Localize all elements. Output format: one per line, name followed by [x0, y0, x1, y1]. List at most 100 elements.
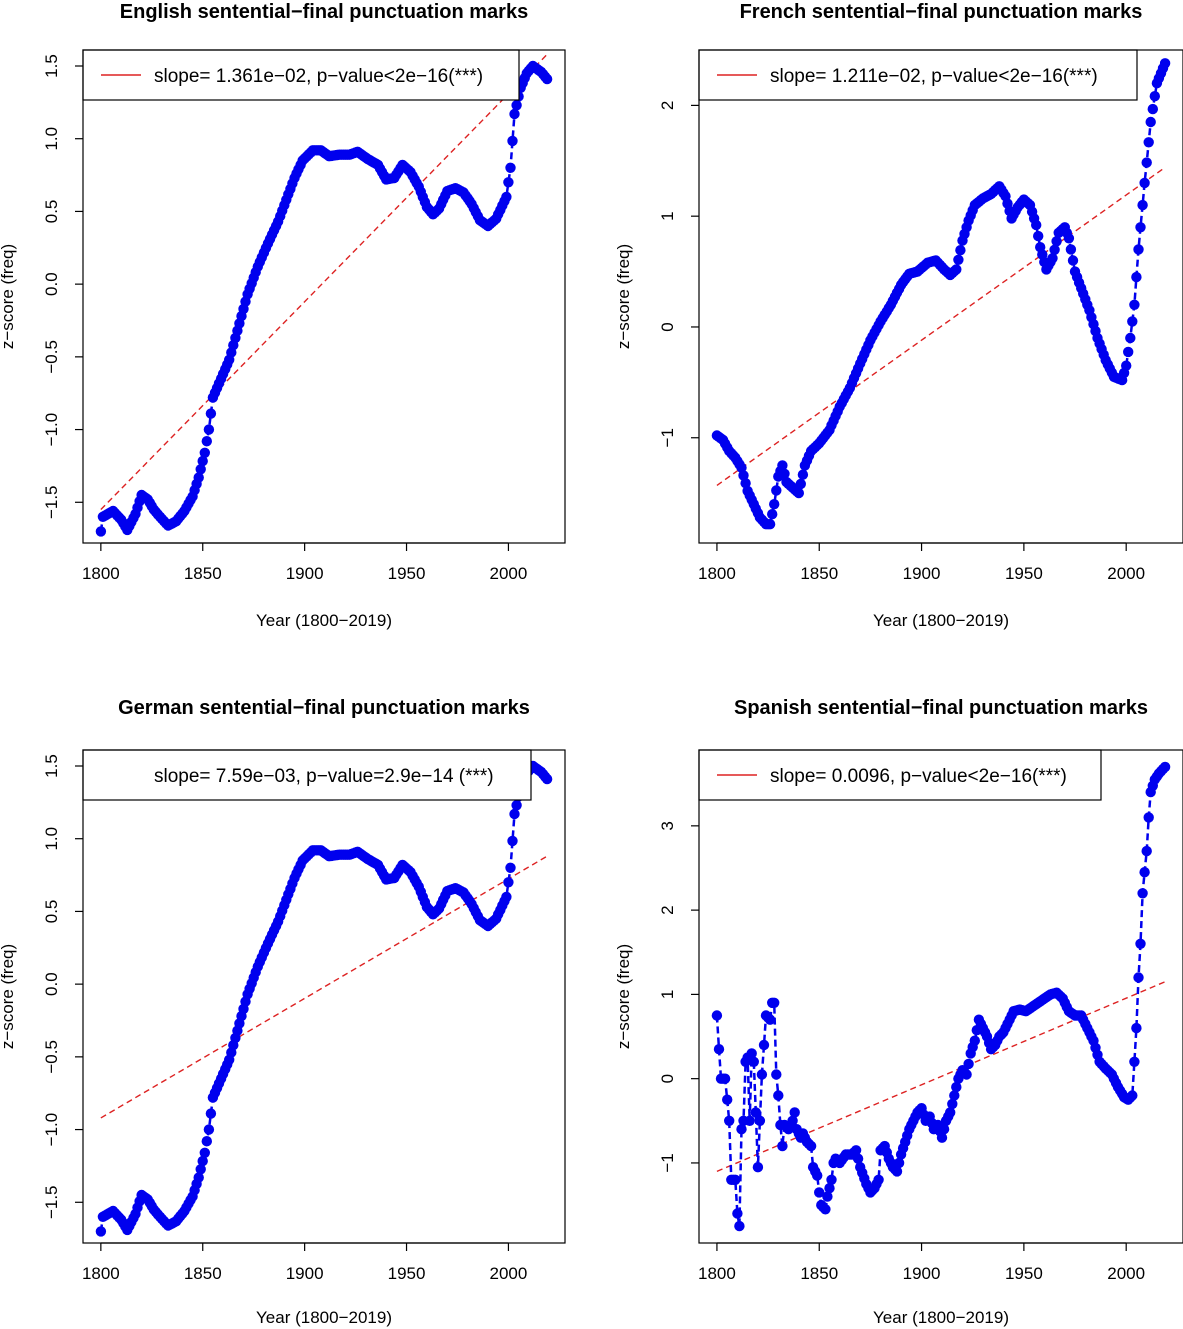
chart-panel-2: French sentential−final punctuation mark…	[614, 1, 1183, 630]
data-point	[951, 1081, 962, 1093]
data-point	[1131, 271, 1142, 283]
series-points	[95, 60, 553, 537]
data-point	[955, 245, 966, 256]
x-axis-label: Year (1800−2019)	[873, 611, 1009, 630]
data-point	[746, 1048, 757, 1059]
data-point	[820, 1204, 831, 1215]
data-point	[1063, 233, 1075, 244]
y-tick-label: 1.5	[42, 754, 61, 778]
x-tick-label: 1950	[1005, 564, 1043, 583]
x-tick-label: 2000	[490, 1264, 528, 1283]
data-point	[1121, 360, 1132, 371]
data-point	[945, 1107, 956, 1118]
data-point	[953, 254, 964, 265]
x-axis-label: Year (1800−2019)	[256, 611, 392, 630]
data-point	[724, 1115, 735, 1127]
legend: slope= 1.211e−02, p−value<2e−16(***)	[698, 49, 1138, 101]
data-point	[963, 1058, 974, 1070]
plot-frame	[82, 749, 566, 1244]
data-point	[826, 1174, 837, 1186]
data-point	[1141, 157, 1152, 168]
x-tick-label: 2000	[1107, 564, 1145, 583]
data-point	[769, 499, 780, 510]
x-tick-label: 2000	[490, 564, 528, 583]
data-point	[193, 1172, 204, 1183]
y-tick-label: 1	[658, 990, 677, 999]
data-point	[1123, 346, 1134, 358]
data-point	[787, 1115, 798, 1127]
y-tick-label: −0.5	[42, 1040, 61, 1074]
data-point	[812, 1170, 823, 1181]
x-tick-label: 1900	[286, 1264, 324, 1283]
data-point	[756, 1069, 768, 1080]
x-tick-label: 1950	[388, 564, 426, 583]
data-point	[805, 1140, 817, 1152]
plot-frame	[82, 49, 566, 544]
y-tick-label: −1.0	[42, 1113, 61, 1147]
data-point	[511, 100, 522, 111]
data-point	[771, 485, 782, 496]
data-point	[1137, 888, 1148, 899]
chart-title: Spanish sentential−final punctuation mar…	[734, 697, 1148, 719]
legend-box	[698, 49, 1138, 101]
data-point	[1051, 236, 1062, 247]
data-point	[1135, 222, 1146, 233]
data-point	[1049, 244, 1060, 255]
y-tick-label: 0.0	[42, 272, 61, 296]
data-point	[711, 1010, 723, 1021]
data-point	[814, 1187, 825, 1198]
y-axis-label: z−score (freq)	[614, 244, 633, 349]
data-point	[505, 162, 516, 173]
data-point	[773, 1090, 784, 1101]
data-point	[722, 1094, 733, 1105]
y-tick-label: −1	[658, 428, 677, 447]
x-tick-label: 1850	[184, 564, 222, 583]
chart-title: English sentential−final punctuation mar…	[120, 1, 528, 23]
legend: slope= 0.0096, p−value<2e−16(***)	[698, 749, 1102, 801]
y-tick-label: 1	[658, 211, 677, 220]
data-point	[205, 408, 217, 419]
data-point	[503, 177, 514, 188]
x-tick-label: 1800	[698, 1264, 736, 1283]
x-tick-label: 1950	[388, 1264, 426, 1283]
data-point	[779, 468, 790, 479]
y-axis: −1.5 −1.0 −0.5 0.0 0.5 1.0 1.5	[42, 754, 83, 1219]
data-point	[769, 997, 780, 1008]
x-tick-label: 1900	[903, 1264, 941, 1283]
data-point	[744, 1115, 755, 1127]
legend-text: slope= 1.211e−02, p−value<2e−16(***)	[770, 66, 1098, 87]
data-point	[961, 1069, 972, 1080]
data-point	[509, 808, 520, 820]
data-point	[1127, 1090, 1138, 1101]
x-tick-label: 2000	[1107, 1264, 1145, 1283]
data-point	[1149, 91, 1161, 102]
y-tick-label: −1	[658, 1153, 677, 1172]
y-tick-label: 0.5	[42, 900, 61, 924]
chart-title: French sentential−final punctuation mark…	[740, 1, 1143, 23]
trend-line	[716, 981, 1166, 1173]
legend: slope= 7.59e−03, p−value=2.9e−14 (***)	[82, 749, 532, 801]
y-tick-label: 0.0	[42, 972, 61, 996]
data-point	[713, 1044, 725, 1055]
y-tick-label: −1.0	[42, 413, 61, 447]
series-line	[716, 62, 1167, 526]
data-point	[1159, 761, 1171, 773]
data-point	[750, 1107, 761, 1118]
data-point	[1033, 230, 1044, 242]
data-point	[1143, 137, 1154, 148]
data-point	[850, 1145, 862, 1156]
data-point	[505, 862, 516, 873]
data-point	[1031, 219, 1042, 231]
data-point	[195, 1164, 206, 1175]
data-point	[1145, 116, 1156, 128]
data-point	[936, 1132, 948, 1143]
data-point	[789, 1107, 800, 1118]
x-tick-label: 1900	[903, 564, 941, 583]
data-point	[197, 455, 208, 467]
series-points	[711, 58, 1171, 530]
y-tick-label: 1.5	[42, 54, 61, 78]
data-point	[205, 1108, 217, 1119]
x-tick-label: 1850	[800, 564, 838, 583]
chart-title: German sentential−final punctuation mark…	[118, 697, 530, 719]
